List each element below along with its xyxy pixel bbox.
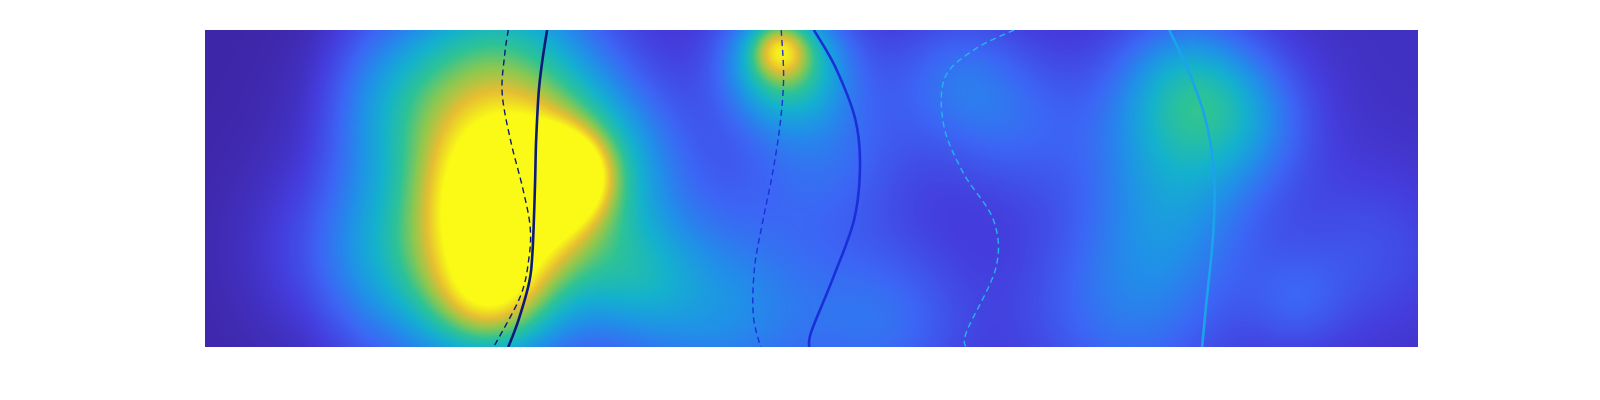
series-line-6-solid xyxy=(1168,30,1216,347)
contour-lines xyxy=(493,30,1216,347)
series-line-4-solid xyxy=(807,30,862,347)
series-line-1-dashed xyxy=(493,30,532,347)
series-line-5-dashed xyxy=(940,30,1015,347)
series-line-3-dashed xyxy=(752,30,785,347)
series-line-2-solid xyxy=(507,30,549,347)
